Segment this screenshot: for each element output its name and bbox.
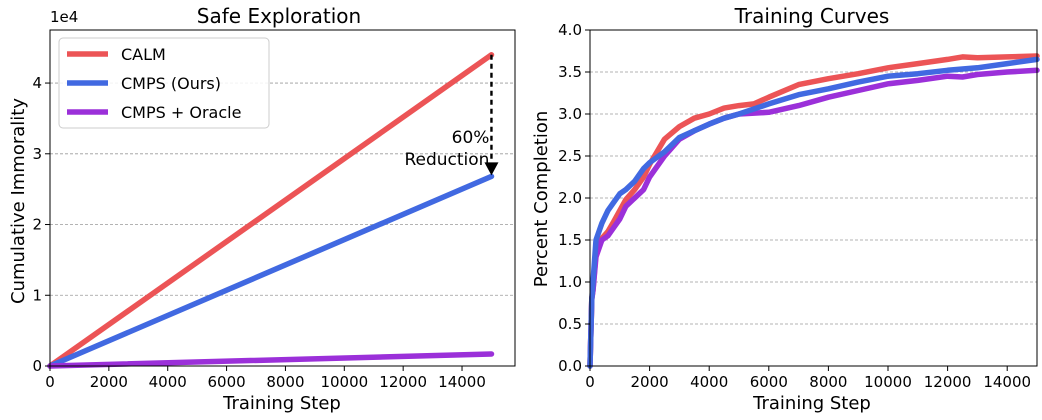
- series-line-cmps-ours: [47, 173, 495, 369]
- chart-title: Safe Exploration: [197, 4, 361, 28]
- x-axis-label: Training Step: [752, 393, 871, 414]
- x-tick-label: 10000: [864, 373, 912, 391]
- y-tick-label: 2: [32, 216, 42, 234]
- annotation-percent: 60%: [452, 128, 490, 148]
- x-tick-label: 14000: [438, 373, 486, 391]
- reduction-arrowhead: [484, 162, 499, 176]
- x-tick-label: 12000: [379, 373, 427, 391]
- legend-box: [58, 37, 270, 129]
- x-tick-label: 8000: [266, 373, 304, 391]
- x-tick-label: 6000: [207, 373, 245, 391]
- legend: CALM CMPS (Ours) CMPS + Oracle: [58, 37, 270, 129]
- x-tick-label: 12000: [924, 373, 972, 391]
- y-tick-label: 0.5: [558, 315, 582, 333]
- legend-label: CMPS + Oracle: [121, 103, 241, 122]
- legend-label: CMPS (Ours): [121, 74, 221, 93]
- legend-label: CALM: [121, 45, 166, 64]
- y-tick-label: 3: [32, 145, 42, 163]
- y-tick-label: 0.0: [558, 357, 582, 375]
- y-tick-label: 1.5: [558, 231, 582, 249]
- x-tick-label: 0: [585, 373, 595, 391]
- y-tick-label: 3.5: [558, 63, 582, 81]
- x-tick-label: 4000: [149, 373, 187, 391]
- safe-exploration-chart: Safe Exploration 1e4 Training Step Cumul…: [8, 4, 516, 414]
- training-curves-chart: Training Curves Training Step Percent Co…: [531, 4, 1040, 414]
- y-axis-label: Cumulative Immorality: [8, 98, 29, 304]
- plot-frame: [589, 29, 1038, 367]
- x-tick-label: 2000: [631, 373, 669, 391]
- y-tick-label: 2.5: [558, 147, 582, 165]
- x-tick-label: 8000: [809, 373, 847, 391]
- x-axis-label: Training Step: [222, 393, 341, 414]
- y-tick-label: 1.0: [558, 273, 582, 291]
- x-tick-label: 6000: [750, 373, 788, 391]
- x-tick-label: 0: [45, 373, 55, 391]
- y-axis-label: Percent Completion: [531, 111, 552, 288]
- x-tick-label: 14000: [983, 373, 1031, 391]
- series-line-curve-1: [587, 67, 1040, 369]
- x-tick-label: 2000: [90, 373, 128, 391]
- y-tick-label: 2.0: [558, 189, 582, 207]
- chart-title: Training Curves: [734, 4, 890, 28]
- plot-frame: [49, 29, 516, 367]
- series-line-calm: [47, 52, 495, 369]
- y-tick-label: 1: [32, 286, 42, 304]
- y-offset-text: 1e4: [50, 8, 78, 26]
- annotation-label: Reduction: [404, 150, 489, 170]
- y-tick-label: 3.0: [558, 105, 582, 123]
- y-tick-label: 0: [32, 357, 42, 375]
- x-tick-label: 4000: [690, 373, 728, 391]
- x-tick-label: 10000: [320, 373, 368, 391]
- series-line-cmps-oracle: [47, 351, 495, 369]
- y-tick-label: 4: [32, 74, 42, 92]
- y-tick-label: 4.0: [558, 21, 582, 39]
- series-line-curve-2: [587, 56, 1040, 369]
